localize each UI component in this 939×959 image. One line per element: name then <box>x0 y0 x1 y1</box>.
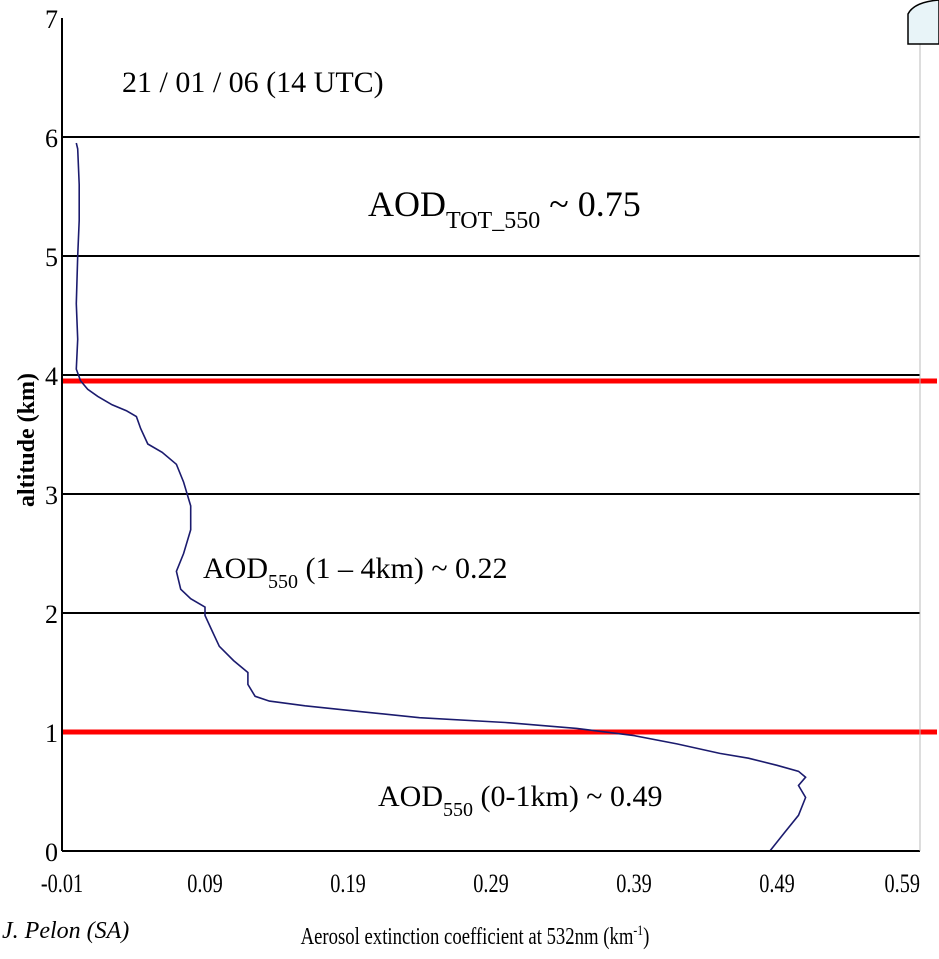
x-tick-label-4: 0.39 <box>616 870 651 899</box>
y-tick-label-0: 0 <box>45 838 58 867</box>
x-axis-label: Aerosol extinction coefficient at 532nm … <box>301 922 650 950</box>
y-tick-label-6: 6 <box>45 124 58 153</box>
y-tick-label-4: 4 <box>45 362 58 391</box>
y-tick-labels: 0 1 2 3 4 5 6 7 <box>45 5 58 867</box>
reference-lines <box>62 378 937 735</box>
x-tick-label-1: 0.09 <box>187 870 222 899</box>
credit-text: J. Pelon (SA) <box>2 918 130 944</box>
x-tick-label-6: 0.59 <box>885 870 920 899</box>
corner-decoration <box>907 0 939 45</box>
y-tick-label-1: 1 <box>45 719 58 748</box>
y-tick-label-5: 5 <box>45 243 58 272</box>
annotation-aod-total: AODTOT_550 ~ 0.75 <box>368 184 641 234</box>
x-tick-label-5: 0.49 <box>759 870 794 899</box>
y-tick-label-3: 3 <box>45 481 58 510</box>
y-tick-label-2: 2 <box>45 600 58 629</box>
y-tick-label-7: 7 <box>45 5 58 34</box>
chart-title: 21 / 01 / 06 (14 UTC) <box>122 66 384 99</box>
y-axis-label: altitude (km) <box>14 373 40 507</box>
plot-area <box>62 18 920 850</box>
annotation-aod-1-4km: AOD550 (1 – 4km) ~ 0.22 <box>203 552 508 593</box>
x-tick-label-3: 0.29 <box>473 870 508 899</box>
x-tick-label-2: 0.19 <box>330 870 365 899</box>
x-tick-labels: -0.01 0.09 0.19 0.29 0.39 0.49 0.59 <box>41 870 920 899</box>
extinction-profile-line <box>75 142 807 852</box>
x-tick-label-0: -0.01 <box>41 870 83 899</box>
annotation-aod-0-1km: AOD550 (0-1km) ~ 0.49 <box>378 780 663 821</box>
